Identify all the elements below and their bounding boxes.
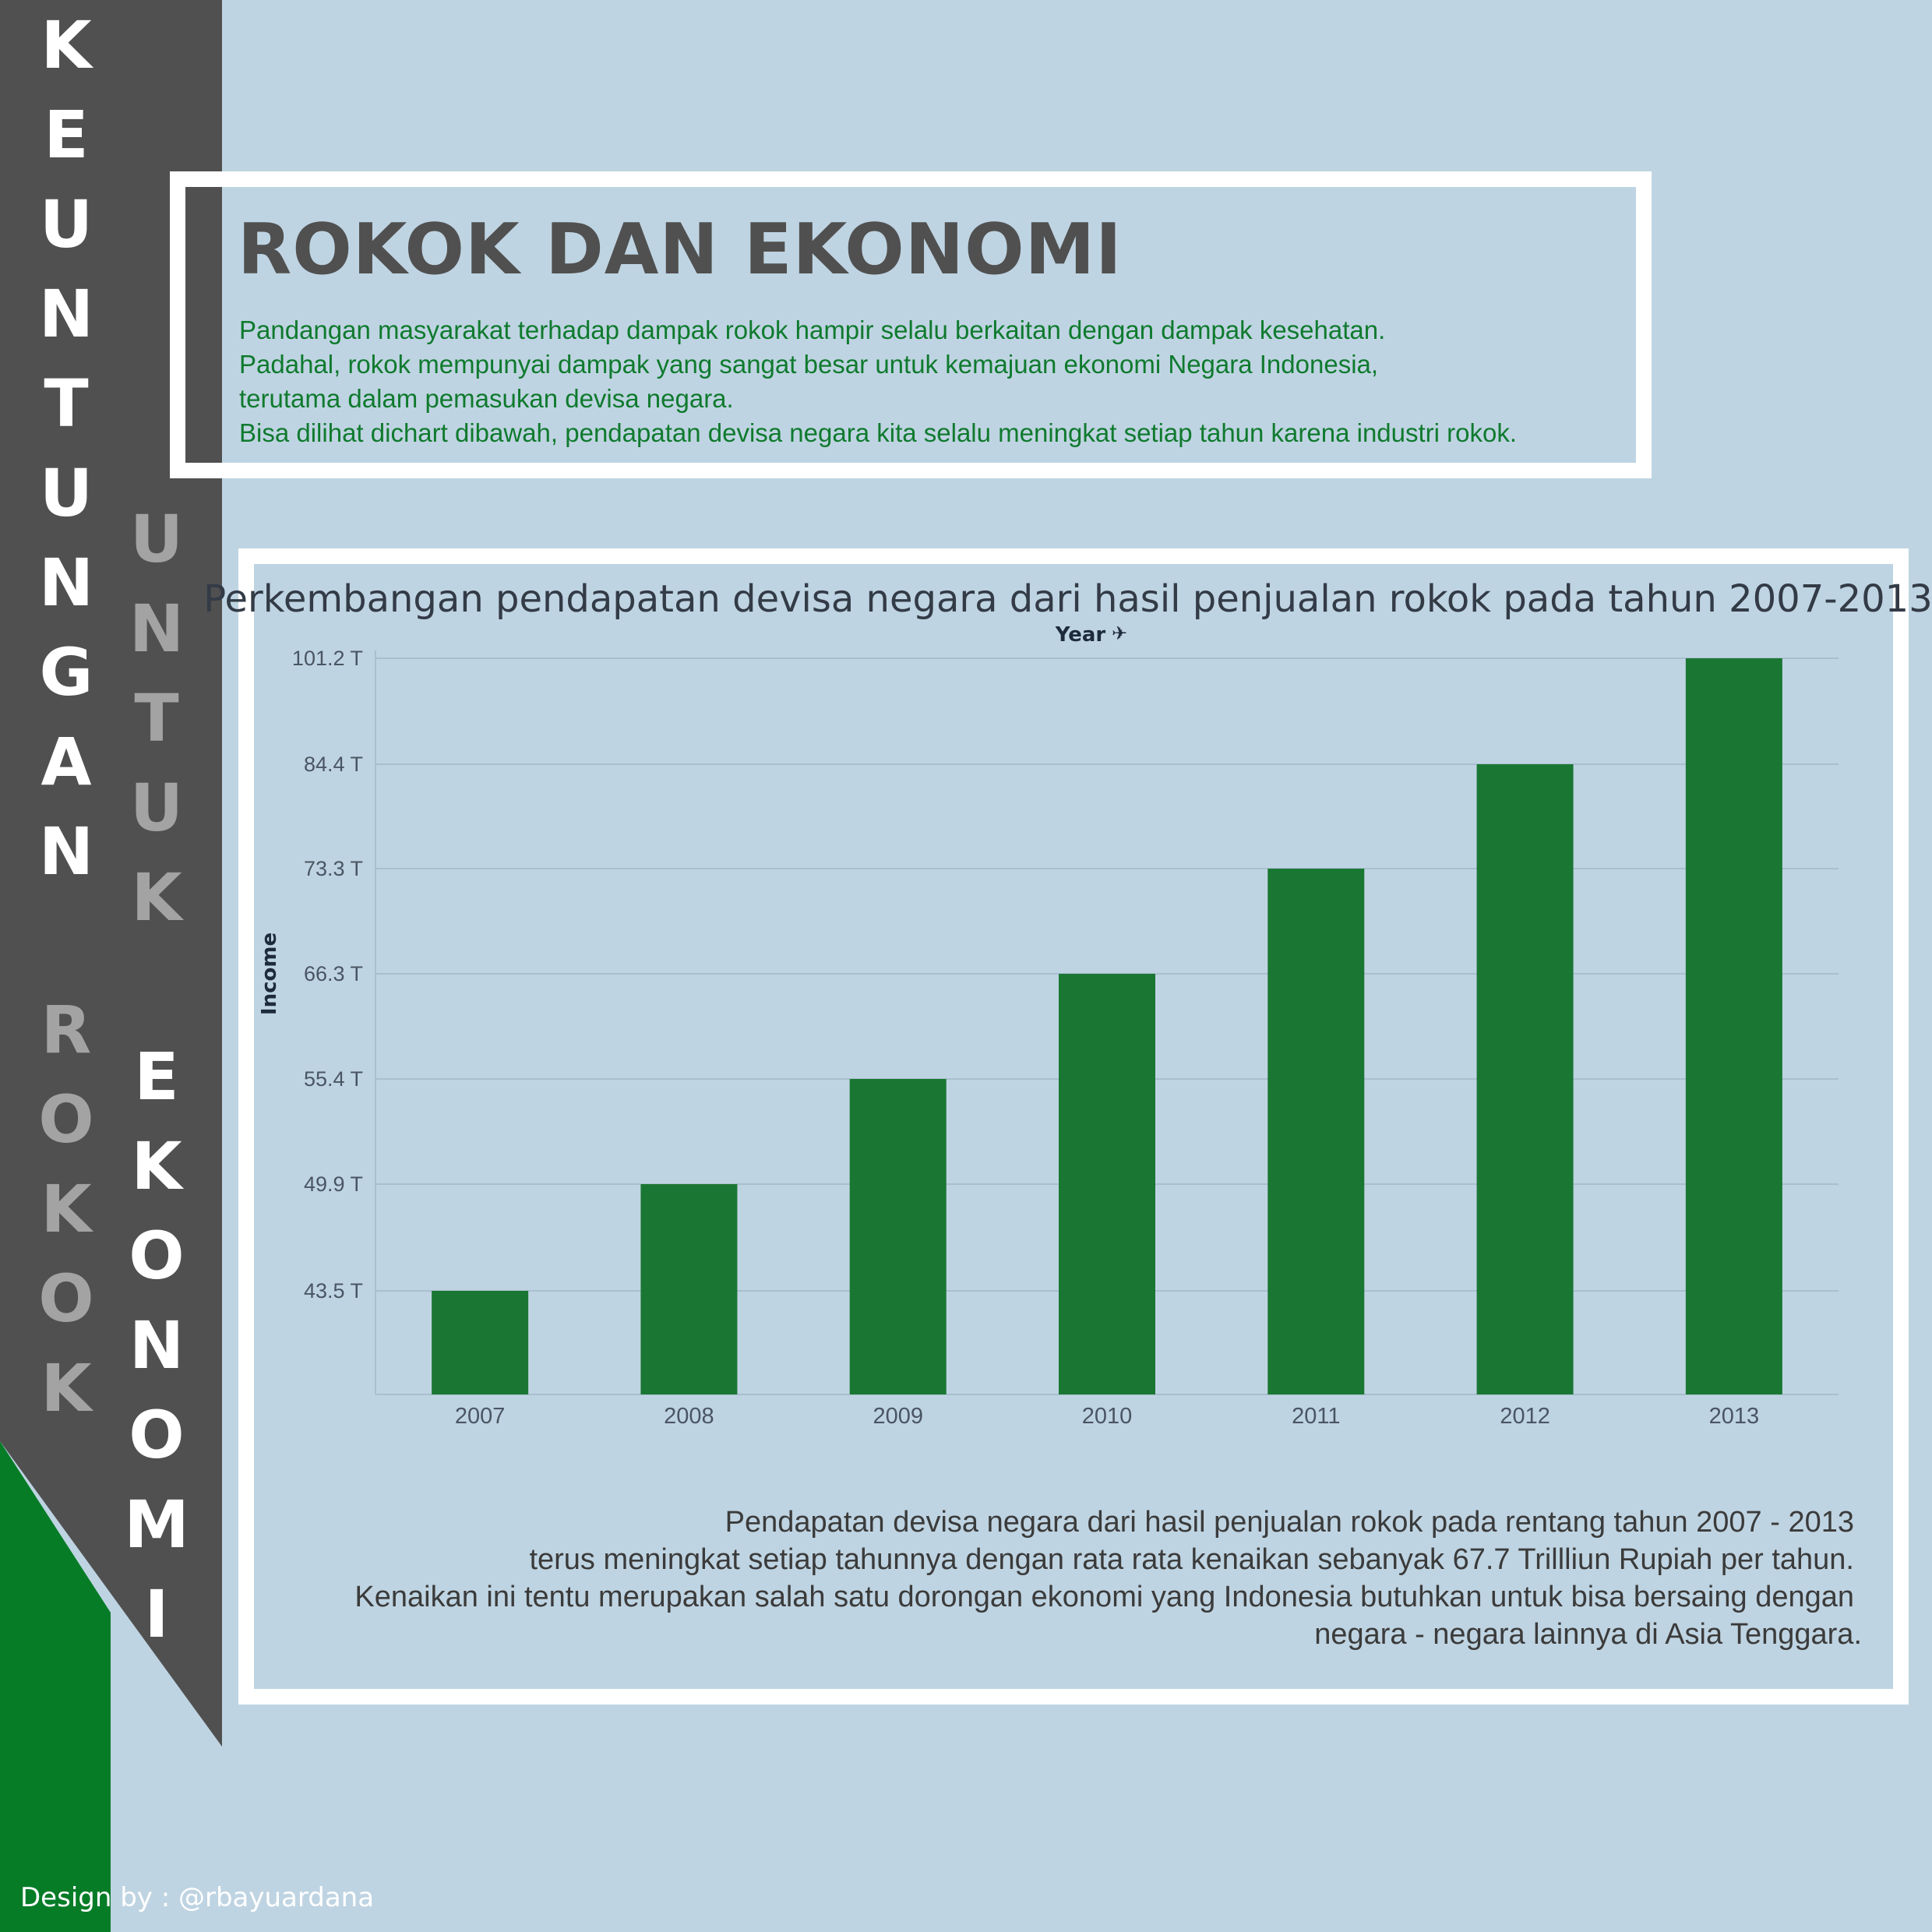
x-axis-label: Year (1055, 623, 1106, 647)
x-tick-label: 2013 (1709, 1404, 1760, 1429)
y-tick-label: 101.2 T (292, 647, 363, 670)
y-tick-label: 55.4 T (304, 1067, 363, 1091)
summary-line: negara - negara lainnya di Asia Tenggara… (1314, 1618, 1862, 1651)
y-tick-label: 84.4 T (304, 753, 363, 776)
sidebar-letter: N (129, 1307, 185, 1384)
sidebar-letter: K (41, 1350, 92, 1426)
sidebar-letter: T (44, 365, 89, 442)
x-tick-label: 2010 (1082, 1404, 1133, 1429)
sidebar-letter: M (124, 1486, 189, 1563)
x-tick-label: 2008 (664, 1404, 714, 1429)
y-axis-label: Income (258, 933, 281, 1015)
x-tick-label: 2007 (455, 1404, 506, 1429)
bar (640, 1184, 738, 1394)
sidebar-dark-panel (0, 0, 222, 1747)
page-title: ROKOK DAN EKONOMI (238, 209, 1123, 291)
sidebar-letter: A (41, 724, 92, 800)
bar (1685, 658, 1782, 1394)
bar (1267, 869, 1365, 1394)
summary-line: Pendapatan devisa negara dari hasil penj… (724, 1506, 1854, 1539)
bar (432, 1291, 529, 1394)
chart-title: Perkembangan pendapatan devisa negara da… (203, 577, 1932, 621)
sidebar-letter: R (41, 992, 92, 1068)
sidebar-letter: O (129, 1397, 185, 1473)
y-tick-label: 43.5 T (304, 1279, 363, 1303)
sidebar-letter: T (134, 680, 179, 756)
sidebar-letter: U (129, 770, 184, 846)
sidebar-letter: N (129, 591, 185, 667)
sidebar-letter: K (131, 1128, 182, 1204)
sidebar-letter: K (131, 859, 182, 936)
sidebar-letter: N (38, 276, 94, 352)
intro-line: terutama dalam pemasukan devisa negara. (239, 384, 734, 413)
summary-paragraph: Pendapatan devisa negara dari hasil penj… (257, 1504, 1862, 1653)
sidebar-letter: U (39, 186, 93, 263)
bar (849, 1079, 947, 1394)
green-corner-triangle (0, 1441, 111, 1932)
sidebar-letter: E (134, 1038, 179, 1115)
intro-line: Pandangan masyarakat terhadap dampak rok… (239, 316, 1386, 344)
sidebar-letter: K (41, 1171, 92, 1247)
chart-frame (238, 548, 1909, 1705)
x-tick-label: 2012 (1500, 1404, 1550, 1429)
design-credit: Design by : @rbayuardana (20, 1882, 375, 1913)
sidebar-letter: K (41, 7, 92, 83)
sidebar-letter: N (38, 813, 94, 890)
header-frame (170, 171, 1652, 478)
y-tick-label: 73.3 T (304, 857, 363, 880)
summary-line: Kenaikan ini tentu merupakan salah satu … (354, 1581, 1854, 1613)
sidebar-letter: U (129, 501, 184, 577)
sidebar-letter: O (38, 1081, 94, 1158)
intro-paragraph: Pandangan masyarakat terhadap dampak rok… (239, 313, 1641, 450)
bar (1476, 764, 1574, 1394)
sidebar-letter: N (38, 545, 94, 621)
sidebar-letter: I (144, 1576, 169, 1652)
x-tick-label: 2011 (1292, 1404, 1340, 1429)
header-accent-bar (185, 187, 222, 463)
x-tick-label: 2009 (873, 1404, 923, 1429)
sidebar-letter: G (39, 634, 93, 710)
intro-line: Padahal, rokok mempunyai dampak yang san… (239, 350, 1379, 379)
intro-line: Bisa dilihat dichart dibawah, pendapatan… (239, 418, 1518, 447)
bar (1059, 974, 1155, 1394)
sort-icon: ✈ (1112, 623, 1127, 644)
summary-line: terus meningkat setiap tahunnya dengan r… (529, 1543, 1854, 1576)
sidebar-letter: O (129, 1218, 185, 1294)
y-tick-label: 66.3 T (304, 962, 363, 985)
sidebar-letter: U (39, 455, 93, 531)
y-tick-label: 49.9 T (304, 1172, 363, 1196)
sidebar-letter: O (38, 1260, 94, 1337)
sidebar-letter: E (44, 97, 89, 173)
